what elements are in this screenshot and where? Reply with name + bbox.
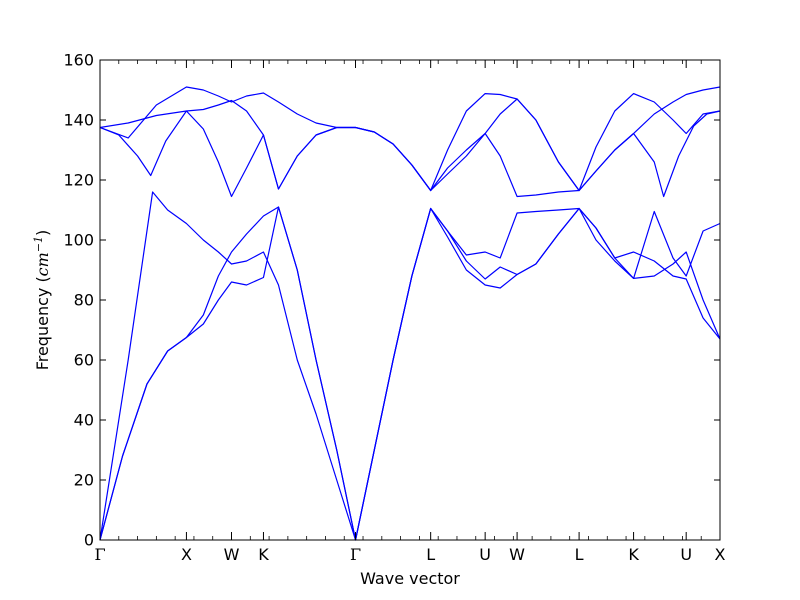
tick-layer (99, 59, 721, 541)
y-axis-label-exponent: −1 (32, 236, 45, 252)
x-tick-label-7: U (479, 545, 491, 564)
x-tick-label-6: L (426, 545, 435, 564)
y-tick-label: 0 (84, 531, 94, 550)
x-tick-label-1: Γ (94, 545, 105, 564)
x-tick-label-4: K (258, 545, 269, 564)
y-tick-label: 80 (74, 291, 94, 310)
band-line-2 (99, 206, 721, 541)
band-line-5 (99, 86, 721, 192)
y-axis-label-close: ) (33, 230, 52, 236)
series-layer (99, 86, 721, 541)
y-tick-label: 100 (63, 231, 94, 250)
y-axis-label-text: Frequency ( (33, 276, 52, 370)
y-axis-label-unit: cm (33, 252, 52, 276)
y-tick-label: 20 (74, 471, 94, 490)
x-tick-label-8: W (509, 545, 525, 564)
x-tick-label-11: U (680, 545, 692, 564)
plot-frame (99, 59, 721, 541)
band-line-4 (99, 110, 721, 198)
x-tick-label-3: W (224, 545, 240, 564)
y-tick-label: 60 (74, 351, 94, 370)
x-axis-label: Wave vector (360, 569, 460, 588)
band-line-6 (99, 86, 721, 192)
y-axis-label: Frequency (cm−1) (32, 230, 53, 371)
x-tick-label-2: X (181, 545, 192, 564)
y-tick-label: 40 (74, 411, 94, 430)
band-line-3 (99, 191, 721, 541)
x-tick-label-9: L (575, 545, 584, 564)
y-tick-label: 160 (63, 51, 94, 70)
y-tick-label: 140 (63, 111, 94, 130)
y-tick-label: 120 (63, 171, 94, 190)
x-tick-label-10: K (628, 545, 639, 564)
x-tick-label-12: X (715, 545, 726, 564)
band-line-1 (99, 206, 721, 541)
x-tick-label-5: Γ (350, 545, 361, 564)
